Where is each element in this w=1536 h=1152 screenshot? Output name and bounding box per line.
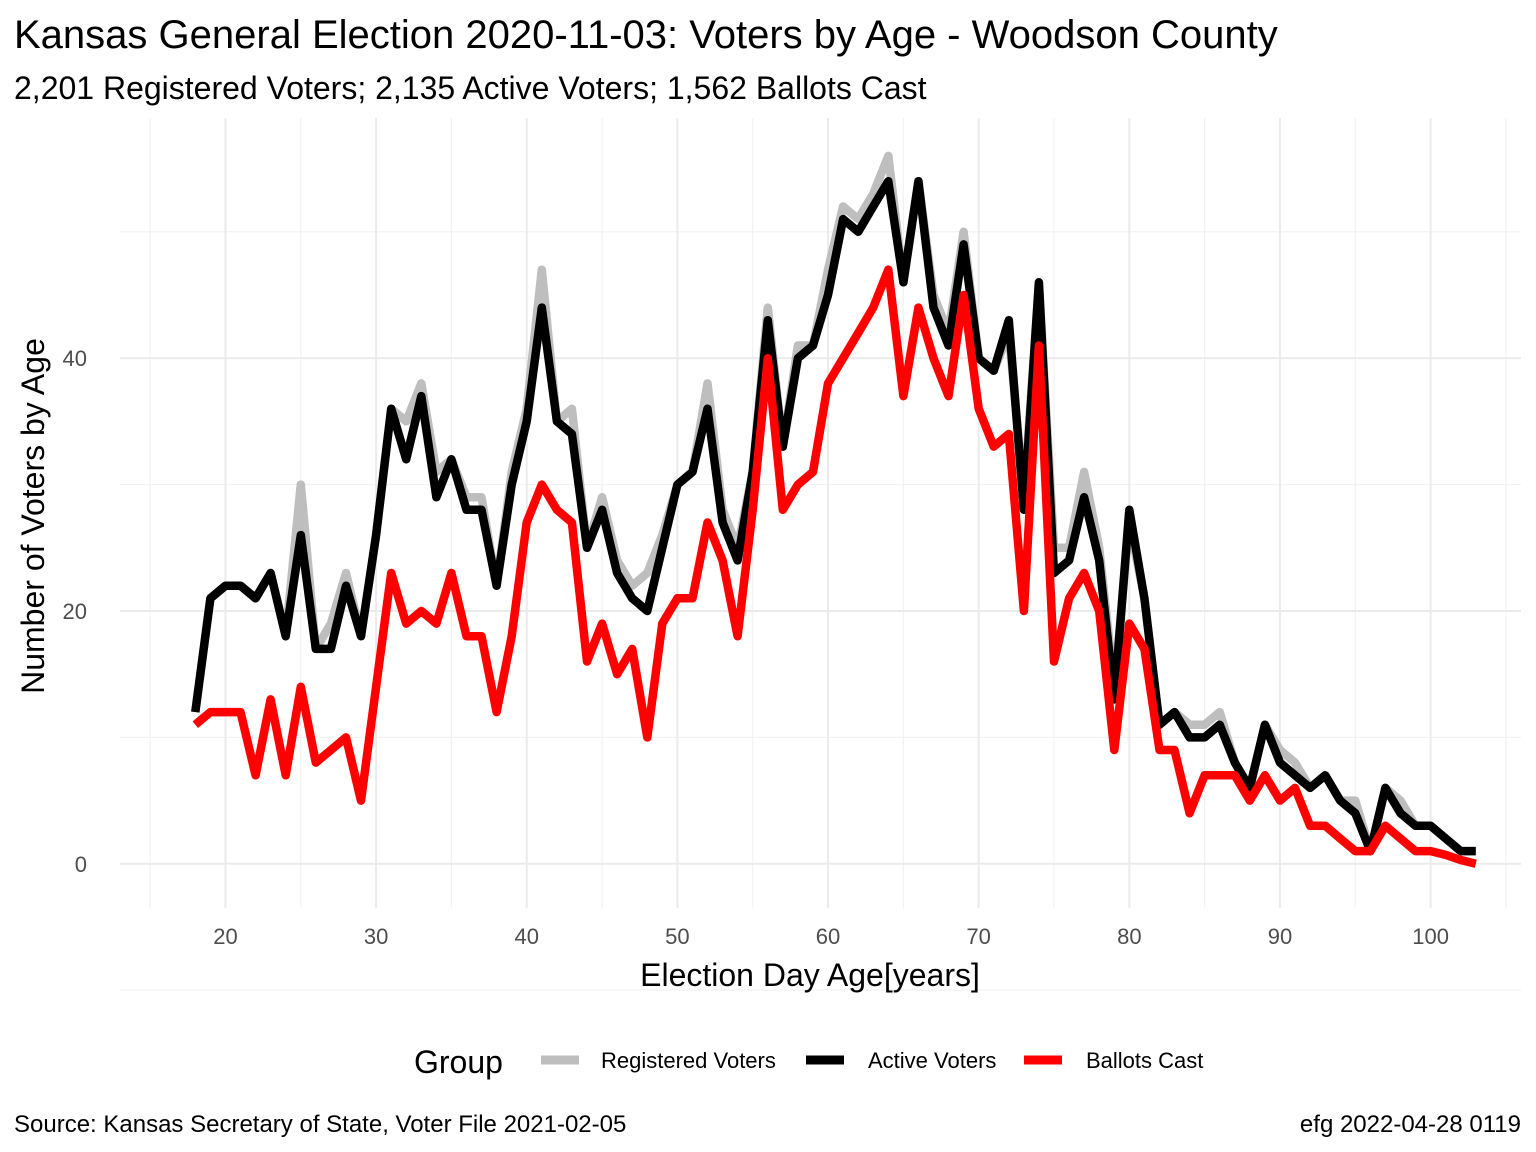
- credit-caption: efg 2022-04-28 0119: [1300, 1111, 1521, 1138]
- series-line-ballots-cast: [192, 265, 1477, 868]
- series-line-active-voters: [191, 176, 1476, 856]
- x-tick-label: 80: [1117, 924, 1141, 949]
- y-tick-label: 0: [75, 852, 87, 877]
- chart-title: Kansas General Election 2020-11-03: Vote…: [14, 13, 1278, 57]
- y-tick-label: 20: [63, 599, 87, 624]
- x-tick-label: 20: [213, 924, 237, 949]
- y-axis-ticks: 0 20 40: [63, 346, 87, 877]
- x-tick-label: 70: [966, 924, 990, 949]
- x-axis-ticks: 20 30 40 50 60 70 80 90 100: [213, 924, 1449, 949]
- source-caption: Source: Kansas Secretary of State, Voter…: [14, 1111, 626, 1138]
- chart-subtitle: 2,201 Registered Voters; 2,135 Active Vo…: [14, 70, 927, 106]
- x-axis-title: Election Day Age[years]: [640, 957, 980, 993]
- y-axis-title: Number of Voters by Age: [15, 338, 51, 694]
- x-tick-label: 60: [816, 924, 840, 949]
- plot-grid: [120, 118, 1521, 991]
- x-tick-label: 50: [665, 924, 689, 949]
- legend: Group Registered Voters Active Voters Ball…: [414, 1044, 1203, 1080]
- x-tick-label: 40: [514, 924, 538, 949]
- x-tick-label: 30: [364, 924, 388, 949]
- y-tick-label: 40: [63, 346, 87, 371]
- x-tick-label: 90: [1268, 924, 1292, 949]
- series-lines: [191, 151, 1477, 868]
- legend-label-ballots-cast: Ballots Cast: [1086, 1048, 1203, 1073]
- legend-title: Group: [414, 1044, 503, 1080]
- x-tick-label: 100: [1412, 924, 1449, 949]
- legend-label-registered-voters: Registered Voters: [601, 1048, 776, 1073]
- legend-label-active-voters: Active Voters: [868, 1048, 996, 1073]
